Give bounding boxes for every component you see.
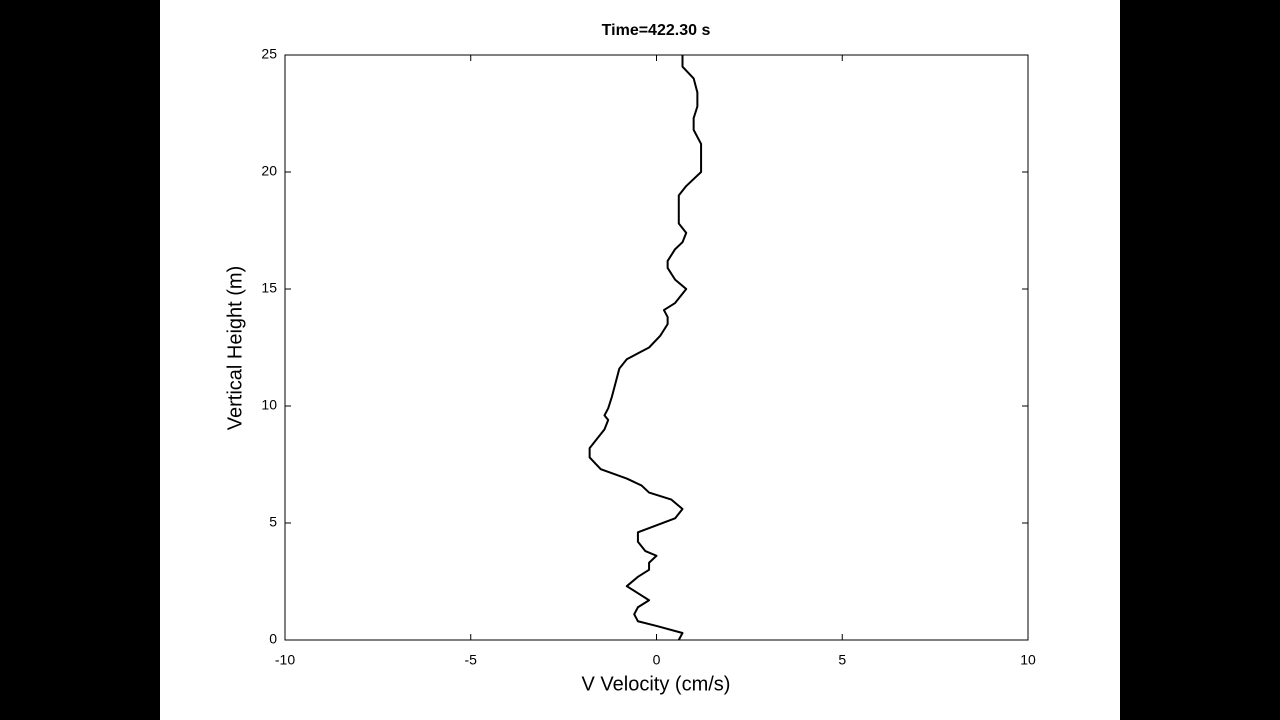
left-bar: [0, 0, 160, 720]
x-tick-label: 10: [1020, 652, 1036, 668]
x-tick-label: -10: [275, 652, 295, 668]
y-axis-label: Vertical Height (m): [224, 266, 246, 431]
y-tick-label: 0: [269, 631, 277, 647]
y-tick-label: 5: [269, 514, 277, 530]
profile-line: [588, 55, 703, 641]
x-axis-label: V Velocity (cm/s): [582, 673, 731, 695]
x-tick-label: -5: [465, 652, 478, 668]
chart-title: Time=422.30 s: [602, 22, 711, 39]
figure-bg: [160, 0, 1120, 720]
y-tick-label: 15: [261, 280, 277, 296]
y-tick-label: 25: [261, 46, 277, 62]
x-tick-label: 5: [838, 652, 846, 668]
right-bar: [1120, 0, 1280, 720]
y-tick-label: 20: [261, 163, 277, 179]
x-tick-label: 0: [653, 652, 661, 668]
y-tick-label: 10: [261, 397, 277, 413]
